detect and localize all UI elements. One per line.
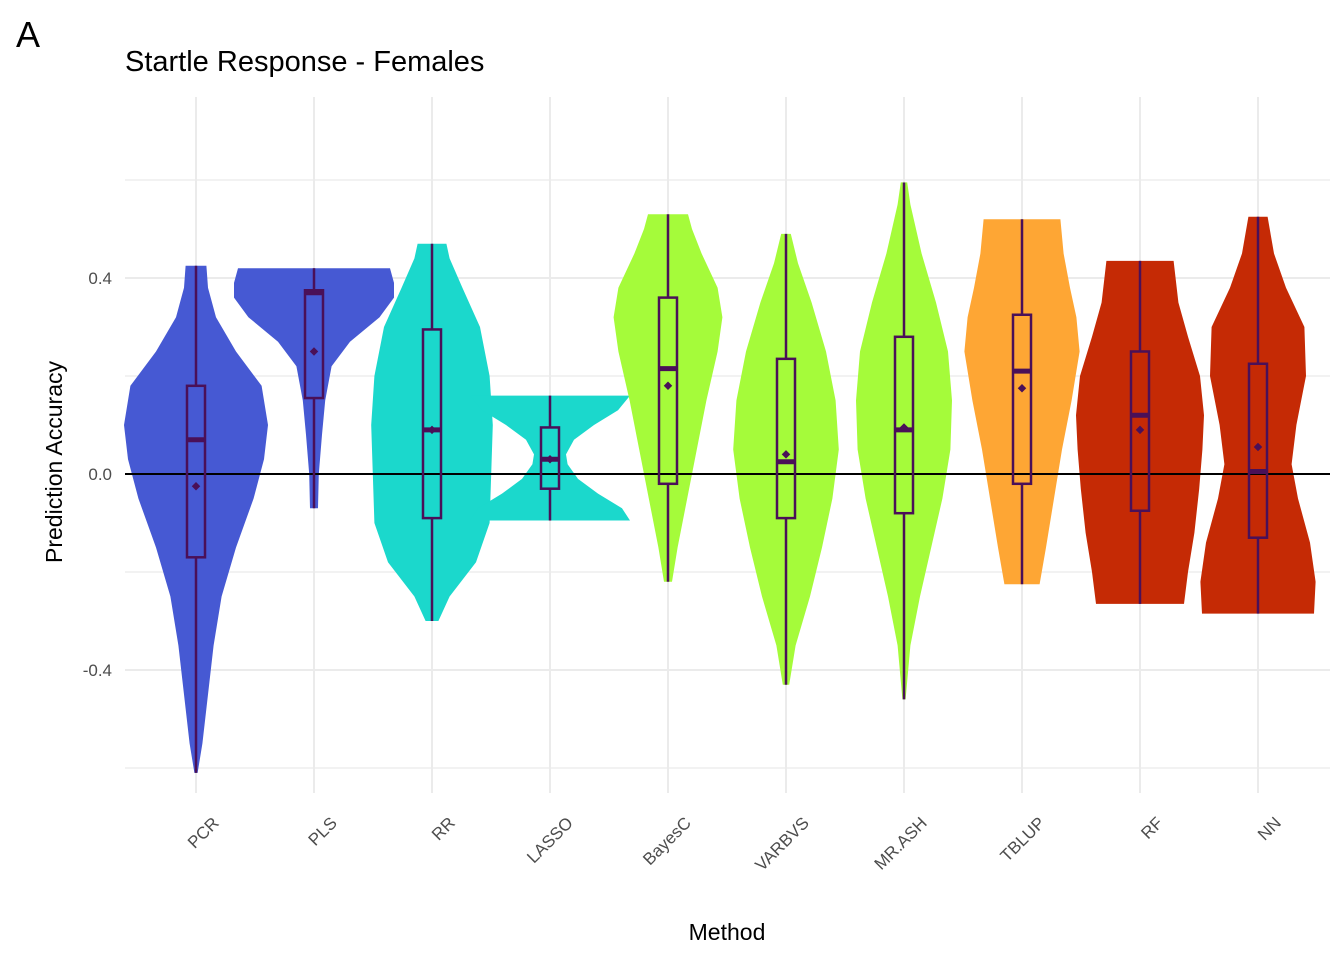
- mean-marker: [663, 381, 673, 391]
- x-tick-label: RF: [1137, 813, 1166, 842]
- boxplot-tblup: [1011, 219, 1033, 585]
- violin-pcr: [124, 265, 268, 773]
- x-tick-label: MR.ASH: [871, 813, 931, 873]
- mean-marker: [1253, 442, 1263, 452]
- y-tick-label: -0.4: [83, 661, 112, 680]
- box: [185, 384, 207, 559]
- mean-marker: [781, 450, 791, 459]
- mean-marker: [899, 423, 909, 432]
- y-axis-title: Prediction Accuracy: [41, 361, 67, 563]
- violins: [124, 182, 1316, 773]
- box: [1247, 362, 1269, 539]
- x-tick-label: LASSO: [523, 813, 577, 867]
- violin-tblup: [964, 219, 1080, 585]
- boxplot-lasso: [539, 395, 561, 521]
- mean-marker: [1017, 384, 1027, 393]
- x-tick-label: NN: [1254, 813, 1285, 844]
- boxplot-nn: [1247, 216, 1269, 614]
- chart-title: Startle Response - Females: [125, 46, 485, 78]
- x-tick-label: PCR: [184, 813, 223, 852]
- boxplot-pls: [303, 268, 325, 509]
- violin-pls: [234, 268, 394, 509]
- boxplot-varbvs: [775, 233, 797, 685]
- mean-marker: [427, 425, 437, 435]
- y-tick-label: 0.4: [88, 269, 112, 288]
- mean-marker: [545, 455, 555, 464]
- boxplots: [185, 182, 1269, 773]
- boxplot-rf: [1129, 260, 1151, 604]
- y-tick-label: 0.0: [88, 465, 112, 484]
- x-tick-label: BayesC: [639, 813, 695, 869]
- violin-mr-ash: [856, 182, 952, 700]
- box: [1129, 350, 1151, 512]
- x-tick-label: PLS: [305, 813, 341, 849]
- box: [893, 335, 915, 515]
- box: [657, 296, 679, 486]
- violin-bayesc: [613, 214, 723, 582]
- x-tick-label: TBLUP: [997, 813, 1049, 865]
- box: [775, 357, 797, 520]
- boxplot-mr-ash: [893, 182, 915, 700]
- box: [1011, 313, 1033, 486]
- mean-marker: [1135, 425, 1145, 435]
- violin-nn: [1200, 216, 1316, 614]
- panel-label: A: [16, 14, 41, 55]
- boxplot-rr: [421, 243, 443, 621]
- boxplot-bayesc: [657, 214, 679, 582]
- x-axis-title: Method: [689, 919, 766, 945]
- x-tick-labels: PCR PLS RR LASSO BayesC VARBVS MR.ASH TBLUP RF NN: [184, 813, 1285, 874]
- boxplot-pcr: [185, 265, 207, 773]
- box: [421, 328, 443, 520]
- y-tick-labels: -0.4 0.0 0.4: [83, 269, 112, 680]
- x-tick-label: VARBVS: [752, 813, 813, 874]
- x-tick-label: RR: [428, 813, 459, 844]
- mean-marker: [309, 347, 319, 356]
- mean-marker: [191, 482, 201, 491]
